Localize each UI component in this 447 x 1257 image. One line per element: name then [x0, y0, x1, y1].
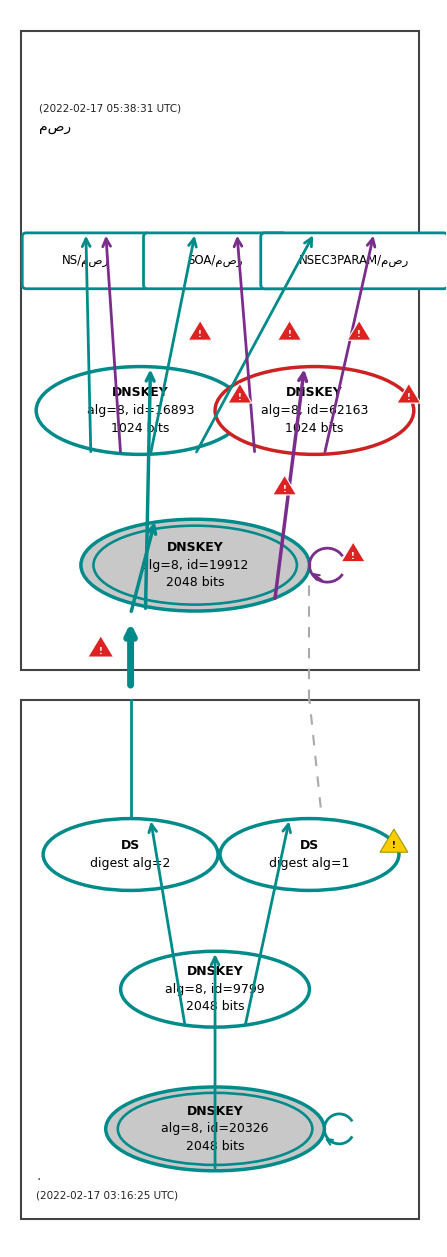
- Text: (2022-02-17 03:16:25 UTC): (2022-02-17 03:16:25 UTC): [36, 1190, 178, 1200]
- Text: 1024 bits: 1024 bits: [285, 422, 344, 435]
- Polygon shape: [278, 321, 302, 341]
- FancyBboxPatch shape: [22, 233, 149, 289]
- Text: 2048 bits: 2048 bits: [166, 577, 224, 590]
- Polygon shape: [380, 830, 408, 852]
- Ellipse shape: [215, 367, 414, 454]
- Text: DS: DS: [121, 840, 140, 852]
- Text: (2022-02-17 05:38:31 UTC): (2022-02-17 05:38:31 UTC): [39, 103, 181, 113]
- Text: !: !: [407, 393, 411, 402]
- Bar: [21, 31, 419, 670]
- Text: !: !: [357, 331, 361, 339]
- Ellipse shape: [106, 1087, 325, 1170]
- Polygon shape: [347, 321, 371, 341]
- Text: DNSKEY: DNSKEY: [187, 965, 244, 978]
- Text: alg=8, id=20326: alg=8, id=20326: [161, 1123, 269, 1135]
- Text: NSEC3PARAM/مصر: NSEC3PARAM/مصر: [299, 254, 409, 268]
- Polygon shape: [88, 636, 114, 657]
- Polygon shape: [341, 542, 365, 562]
- Text: digest alg=2: digest alg=2: [90, 857, 171, 870]
- Polygon shape: [273, 475, 296, 495]
- Text: !: !: [392, 841, 396, 851]
- Ellipse shape: [36, 367, 245, 454]
- Text: !: !: [288, 331, 291, 339]
- Text: alg=8, id=16893: alg=8, id=16893: [87, 403, 194, 417]
- Text: digest alg=1: digest alg=1: [269, 857, 350, 870]
- Text: !: !: [351, 552, 355, 561]
- Text: !: !: [198, 331, 202, 339]
- Text: 2048 bits: 2048 bits: [186, 1001, 245, 1013]
- Ellipse shape: [81, 519, 309, 611]
- Text: DNSKEY: DNSKEY: [167, 541, 224, 554]
- Polygon shape: [188, 321, 212, 341]
- Text: !: !: [238, 393, 242, 402]
- Text: alg=8, id=62163: alg=8, id=62163: [261, 403, 368, 417]
- Bar: [21, 700, 419, 1219]
- FancyBboxPatch shape: [261, 233, 447, 289]
- Ellipse shape: [121, 952, 309, 1027]
- Text: مصر: مصر: [39, 121, 71, 134]
- Text: DNSKEY: DNSKEY: [112, 386, 169, 400]
- Text: DS: DS: [300, 840, 319, 852]
- Polygon shape: [228, 383, 252, 403]
- Ellipse shape: [220, 818, 399, 890]
- Text: alg=8, id=19912: alg=8, id=19912: [142, 558, 249, 572]
- Polygon shape: [397, 383, 421, 403]
- Text: SOA/مصر: SOA/مصر: [187, 254, 243, 268]
- Text: 1024 bits: 1024 bits: [111, 422, 170, 435]
- Text: 2048 bits: 2048 bits: [186, 1140, 245, 1153]
- Text: NS/مصر: NS/مصر: [62, 254, 110, 268]
- Text: !: !: [283, 485, 287, 494]
- Text: DNSKEY: DNSKEY: [286, 386, 343, 400]
- FancyBboxPatch shape: [143, 233, 287, 289]
- Ellipse shape: [43, 818, 218, 890]
- Text: ·: ·: [36, 1173, 41, 1187]
- Text: !: !: [99, 647, 103, 656]
- Text: DNSKEY: DNSKEY: [187, 1105, 244, 1117]
- Text: alg=8, id=9799: alg=8, id=9799: [165, 983, 265, 996]
